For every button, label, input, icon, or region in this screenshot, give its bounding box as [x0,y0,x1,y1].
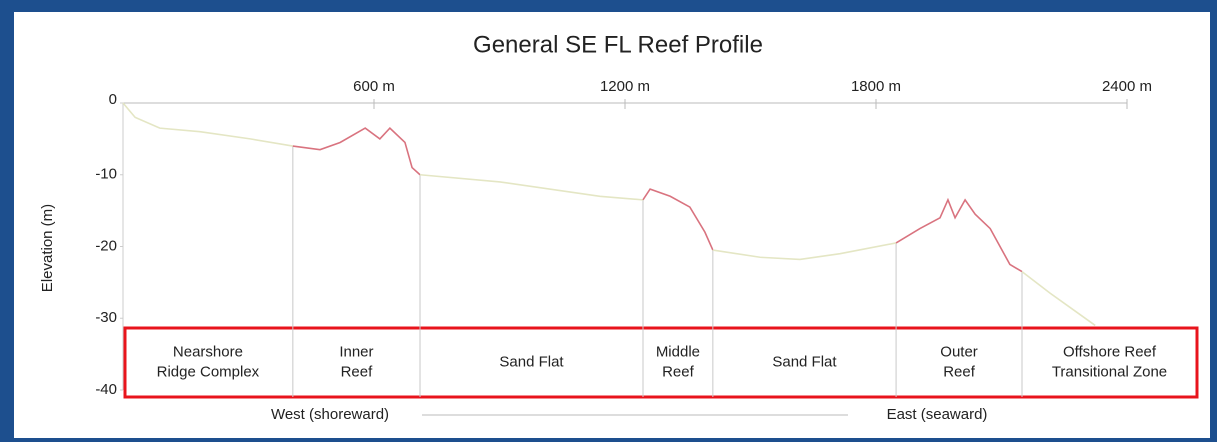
profile-line [642,188,714,251]
zone-label: Nearshore [173,343,243,360]
chart-title: General SE FL Reef Profile [473,31,763,58]
zone-box [123,326,1199,399]
x-tick-label: 1200 m [600,78,650,95]
profile-line [122,102,293,147]
zone-label: Transitional Zone [1052,363,1167,380]
zone-label: Offshore Reef [1063,343,1157,360]
profile-line [712,242,897,261]
x-tick-label: 2400 m [1102,78,1152,95]
zone-label: Inner [339,343,373,360]
y-axis-label: Elevation (m) [39,204,56,292]
zone-label: Sand Flat [772,353,837,370]
x-tick-label: 600 m [353,78,395,95]
zone-label: Reef [943,363,976,380]
panel [14,12,1210,438]
direction-label: East (seaward) [887,406,988,423]
zone-label: Outer [940,343,978,360]
y-tick-label: -20 [95,237,117,254]
profile-line [419,173,644,201]
zone-label: Middle [656,343,700,360]
zone-label: Sand Flat [499,353,564,370]
y-tick-label: -30 [95,309,117,326]
profile-line [292,126,421,176]
y-tick-label: 0 [109,91,117,108]
profile-line [895,197,1023,273]
y-tick-label: -40 [95,381,117,398]
zone-label: Ridge Complex [157,363,260,380]
profile-line [1021,270,1096,327]
zone-label: Reef [341,363,374,380]
y-tick-label: -10 [95,166,117,183]
x-tick-label: 1800 m [851,78,901,95]
direction-label: West (shoreward) [271,406,389,423]
zone-label: Reef [662,363,695,380]
